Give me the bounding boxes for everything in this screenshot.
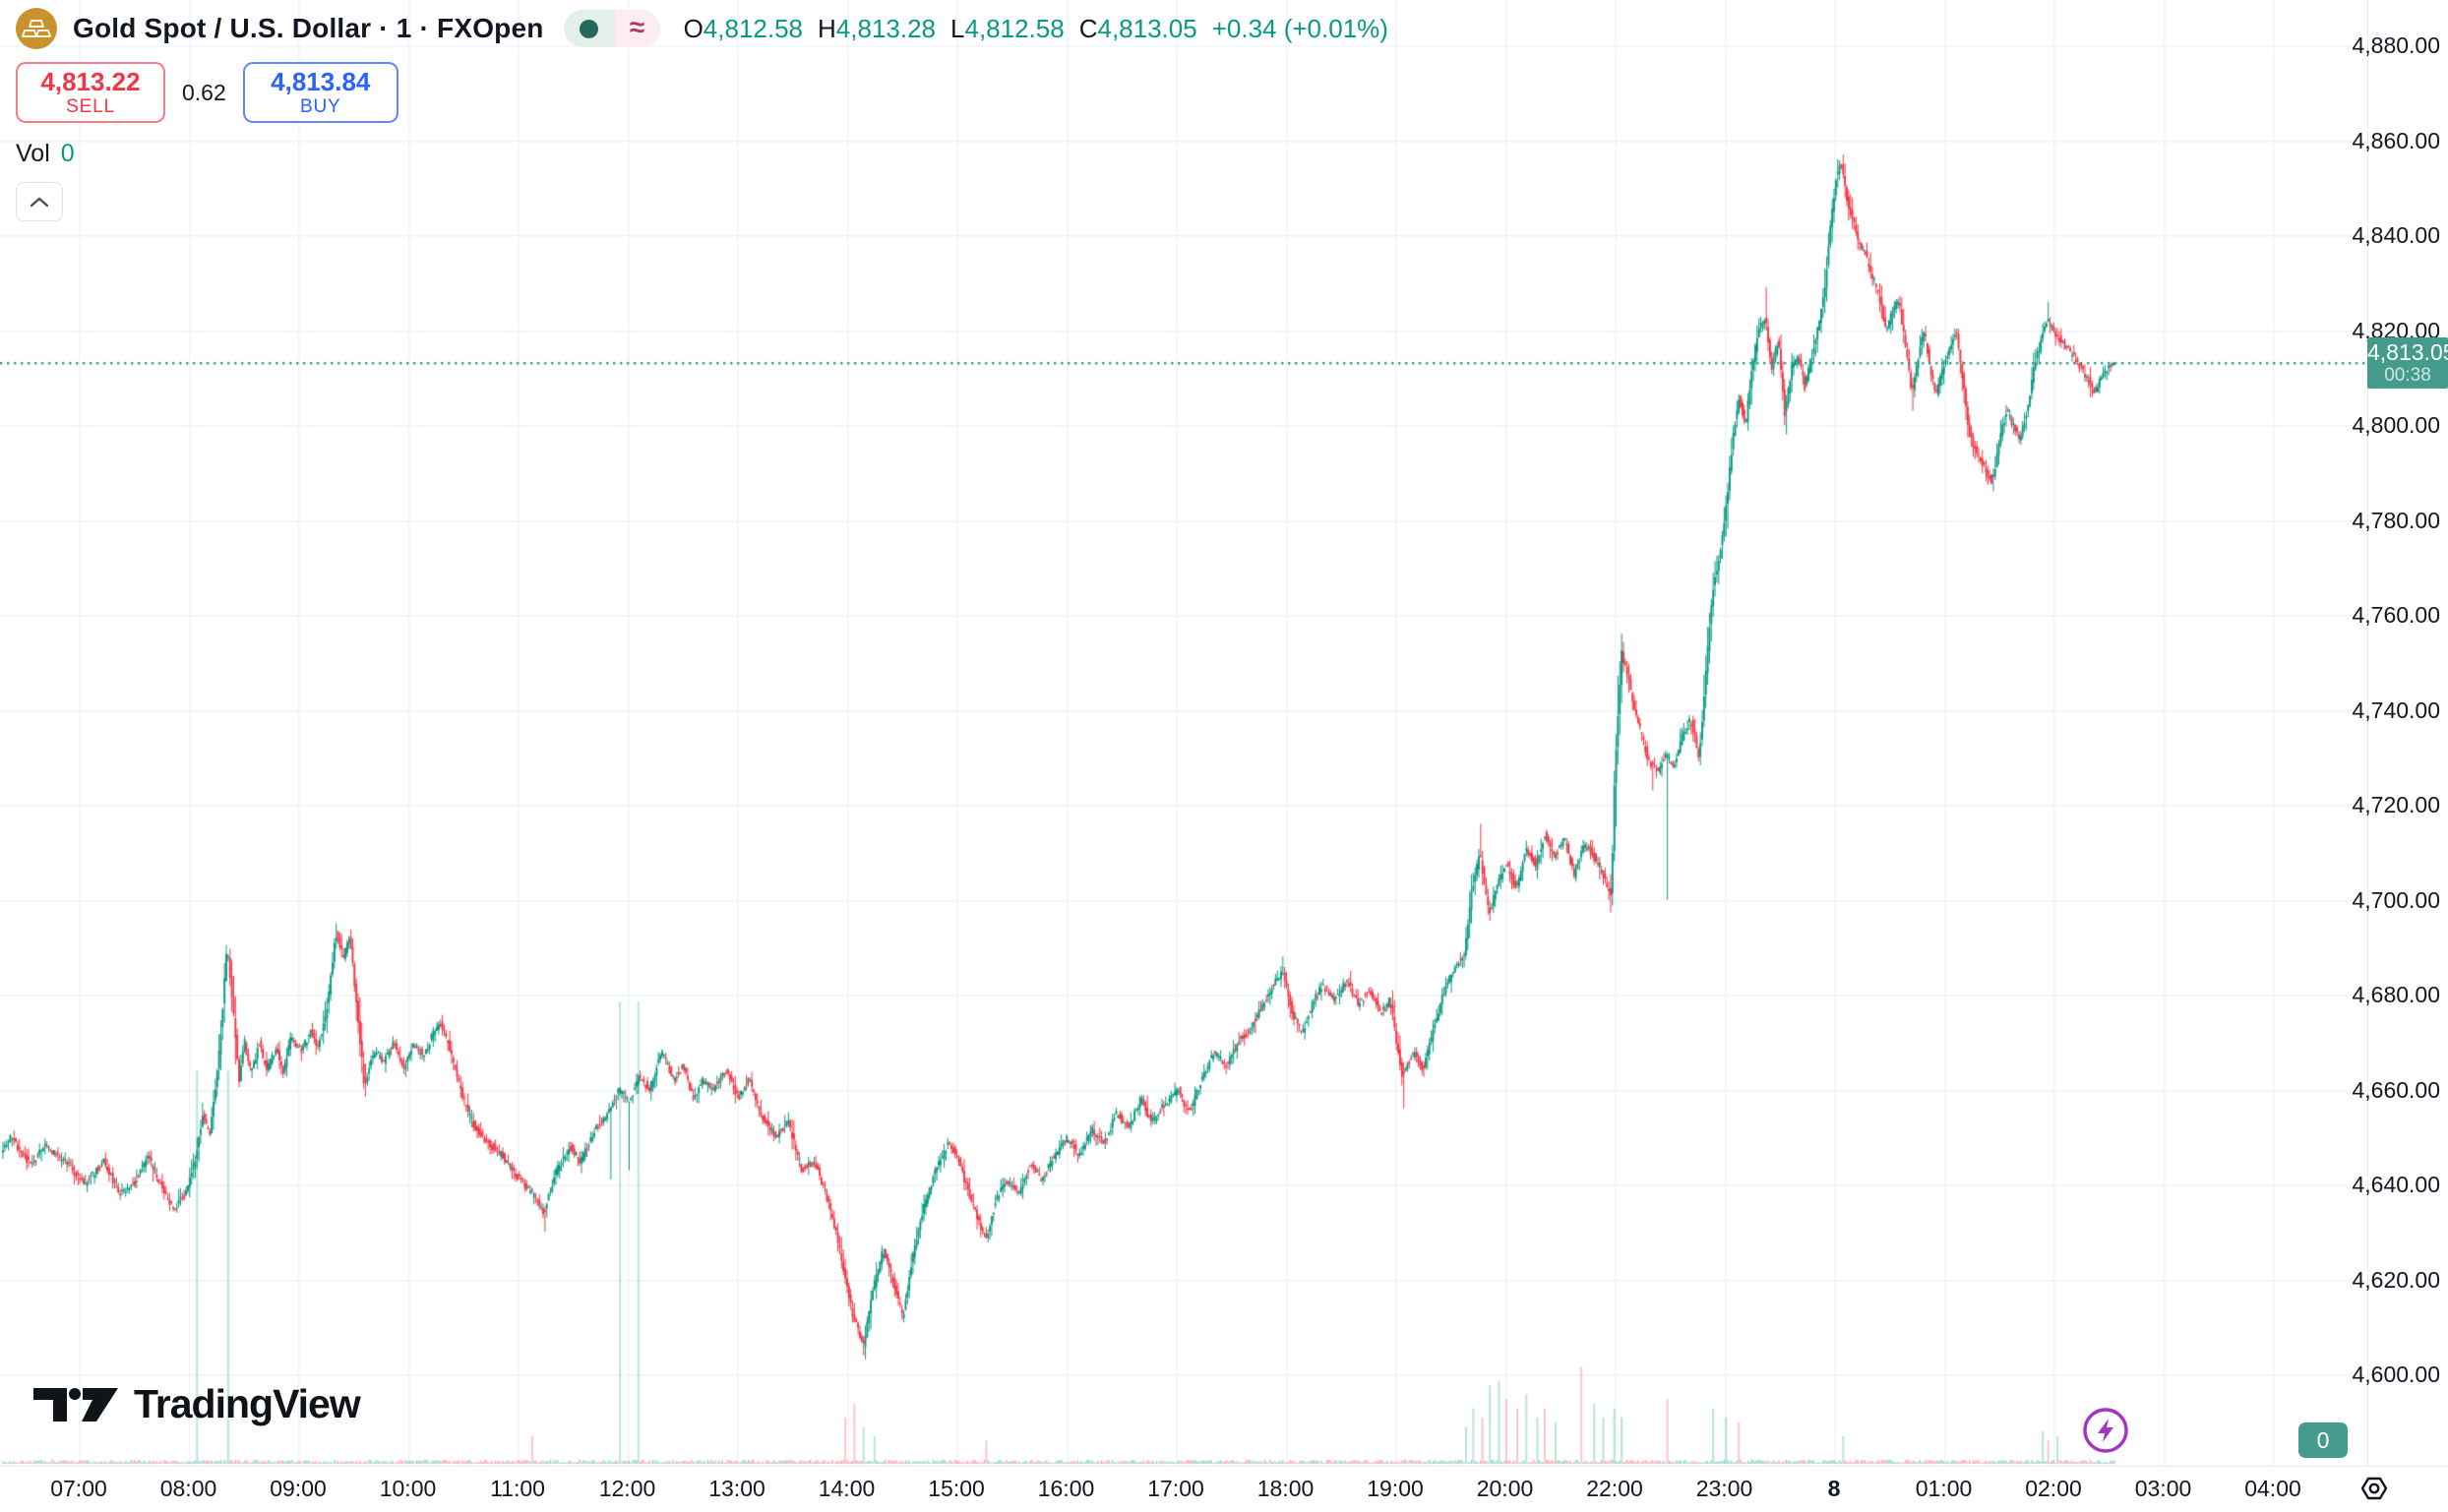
price-axis-label: 4,700.00	[2352, 886, 2440, 913]
tradingview-mark-icon	[33, 1387, 118, 1421]
price-axis-label: 4,840.00	[2352, 222, 2440, 248]
chart-legend: Gold Spot / U.S. Dollar · 1 · FXOpen ≈ O…	[16, 8, 1403, 221]
chevron-up-icon	[30, 197, 49, 208]
time-axis-label: 18:00	[1256, 1476, 1315, 1501]
tradingview-logo[interactable]: TradingView	[31, 1381, 361, 1427]
price-axis-label: 4,740.00	[2352, 696, 2440, 723]
open-label: O	[683, 13, 704, 43]
time-axis-label: 14:00	[818, 1476, 876, 1501]
price-axis-label: 4,880.00	[2352, 32, 2440, 58]
high-value: 4,813.28	[835, 13, 937, 43]
volume-axis-badge: 0	[2298, 1422, 2348, 1458]
time-axis[interactable]: 07:00 08:00 09:00 10:00 11:00 12:00 13:00 14:00…	[0, 1466, 2448, 1512]
high-label: H	[818, 13, 836, 43]
time-axis-label: 09:00	[270, 1476, 327, 1501]
current-price-value: 4,813.05	[2367, 339, 2448, 365]
axis-settings-gear-icon[interactable]	[2359, 1474, 2389, 1503]
time-axis-label: 22:00	[1586, 1476, 1643, 1501]
gold-symbol-icon	[16, 8, 57, 49]
time-axis-label: 10:00	[379, 1476, 437, 1501]
price-axis-label: 4,660.00	[2352, 1076, 2440, 1103]
volume-indicator-row: Vol 0	[16, 140, 1403, 168]
time-axis-label: 19:00	[1367, 1476, 1424, 1501]
ohlc-readout: O4,812.58 H4,813.28 L4,812.58 C4,813.05 …	[684, 14, 1403, 44]
buy-button[interactable]: 4,813.84 BUY	[242, 62, 398, 123]
price-axis-label: 4,680.00	[2352, 982, 2440, 1007]
price-axis-label: 4,640.00	[2352, 1172, 2440, 1197]
price-axis-label: 4,800.00	[2352, 412, 2440, 438]
sell-label: SELL	[66, 96, 115, 117]
order-panel: 4,813.22 SELL 0.62 4,813.84 BUY	[16, 62, 1403, 123]
quick-trade-lightning-button[interactable]	[2082, 1407, 2129, 1454]
close-label: C	[1078, 13, 1098, 43]
time-axis-label: 15:00	[928, 1476, 985, 1501]
close-value: 4,813.05	[1097, 13, 1197, 43]
sell-price: 4,813.22	[40, 67, 141, 96]
time-axis-label: 02:00	[2025, 1476, 2082, 1501]
tradingview-wordmark: TradingView	[134, 1381, 361, 1426]
price-axis-label: 4,620.00	[2352, 1266, 2440, 1293]
volume-value: 0	[60, 140, 75, 167]
symbol-title[interactable]: Gold Spot / U.S. Dollar · 1 · FXOpen	[73, 13, 544, 43]
price-axis-label: 4,720.00	[2352, 792, 2440, 817]
time-axis-label: 13:00	[708, 1476, 765, 1501]
collapse-legend-button[interactable]	[16, 182, 63, 221]
time-axis-label: 04:00	[2244, 1476, 2301, 1501]
time-axis-label: 16:00	[1037, 1476, 1095, 1501]
delayed-data-icon: ≈	[614, 10, 660, 47]
symbol-header: Gold Spot / U.S. Dollar · 1 · FXOpen ≈ O…	[16, 8, 1403, 49]
market-status-pill[interactable]: ≈	[563, 10, 660, 47]
spread-value: 0.62	[182, 79, 226, 105]
sell-button[interactable]: 4,813.22 SELL	[16, 62, 165, 123]
market-open-dot-icon	[563, 10, 615, 47]
price-axis-label: 4,600.00	[2352, 1361, 2440, 1387]
time-axis-label: 07:00	[50, 1476, 107, 1501]
time-axis-label: 20:00	[1476, 1476, 1534, 1501]
time-axis-label: 08:00	[159, 1476, 217, 1501]
buy-label: BUY	[300, 96, 341, 117]
time-axis-label: 8	[1827, 1476, 1841, 1501]
bar-countdown: 00:38	[2384, 365, 2431, 386]
time-axis-label: 17:00	[1147, 1476, 1204, 1501]
price-axis-label: 4,760.00	[2352, 602, 2440, 628]
time-axis-label: 01:00	[1915, 1476, 1973, 1501]
low-label: L	[950, 13, 965, 43]
price-axis-label: 4,780.00	[2352, 507, 2440, 533]
time-axis-label: 03:00	[2134, 1476, 2192, 1501]
buy-price: 4,813.84	[271, 67, 371, 96]
volume-axis-value: 0	[2316, 1426, 2330, 1453]
open-value: 4,812.58	[703, 13, 804, 43]
price-axis-label: 4,860.00	[2352, 127, 2440, 153]
change-value: +0.34 (+0.01%)	[1211, 13, 1388, 43]
time-axis-label: 11:00	[490, 1476, 545, 1501]
low-value: 4,812.58	[964, 13, 1065, 43]
current-price-badge: 4,813.05 00:38	[2367, 337, 2448, 389]
time-axis-label: 23:00	[1695, 1476, 1753, 1501]
volume-label: Vol	[16, 140, 50, 167]
price-axis[interactable]: 4,880.00 4,860.00 4,840.00 4,820.00 4,800.00…	[2352, 0, 2448, 1466]
time-axis-label: 12:00	[598, 1476, 656, 1501]
